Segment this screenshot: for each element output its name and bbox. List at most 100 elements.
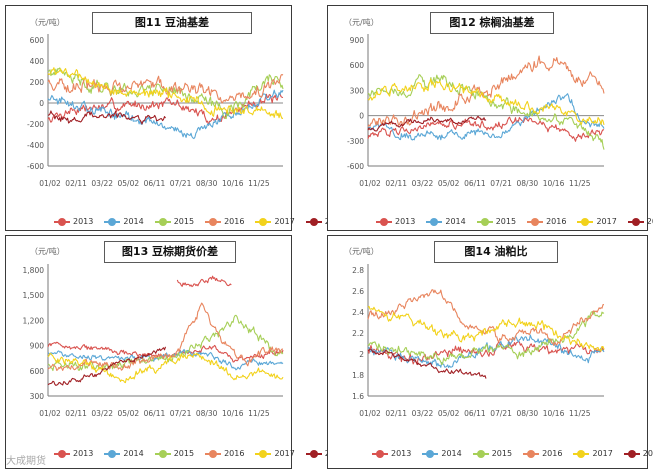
watermark: 大成期货 <box>6 456 46 467</box>
x-tick-label: 07/21 <box>170 179 192 188</box>
y-tick-label: 0 <box>359 112 364 121</box>
x-tick-label: 03/22 <box>91 409 113 418</box>
chart-legend: 2013 2014 2015 2016 2017 2018 <box>376 217 653 226</box>
x-tick-label: 02/11 <box>65 179 87 188</box>
legend-label: 2017 <box>274 449 295 458</box>
legend-label: 2016 <box>224 217 245 226</box>
legend-swatch <box>376 217 392 226</box>
y-tick-label: 1,800 <box>23 266 45 275</box>
y-tick-label: 0 <box>39 99 44 108</box>
series-line-2017 <box>47 67 284 119</box>
legend-swatch <box>54 449 70 458</box>
x-tick-label: 10/16 <box>222 409 244 418</box>
y-tick-label: 2.6 <box>352 287 364 296</box>
legend-item: 2016 <box>527 217 566 226</box>
legend-swatch <box>523 449 540 458</box>
legend-label: 2013 <box>391 449 412 458</box>
series-line-2016 <box>47 302 284 371</box>
x-tick-label: 05/02 <box>438 179 460 188</box>
legend-label: 2014 <box>441 449 462 458</box>
series-line-2015 <box>367 74 605 150</box>
legend-label: 2013 <box>73 449 94 458</box>
y-tick-label: 900 <box>30 342 45 351</box>
y-tick-label: 600 <box>30 367 45 376</box>
legend-swatch <box>154 449 171 458</box>
y-tick-label: 600 <box>350 61 365 70</box>
legend-item: 2013 <box>54 449 93 458</box>
x-tick-label: 08/30 <box>517 179 539 188</box>
legend-item: 2014 <box>426 217 466 226</box>
legend-item: 2016 <box>205 449 244 458</box>
x-tick-label: 03/22 <box>412 409 434 418</box>
y-tick-label: 2.4 <box>352 308 364 317</box>
x-tick-label: 05/02 <box>118 409 140 418</box>
x-tick-label: 11/25 <box>569 179 591 188</box>
series-line-2017 <box>367 305 605 352</box>
x-tick-label: 08/30 <box>517 409 539 418</box>
y-tick-label: 300 <box>350 86 365 95</box>
series-line-2016 <box>367 55 605 127</box>
legend-item: 2018 <box>627 217 653 226</box>
legend-label: 2018 <box>646 217 653 226</box>
x-tick-label: 10/16 <box>543 409 565 418</box>
chart-plot: 1.6 1.8 2 2.2 2.4 2.6 2.8 01/02 02/11 03/22 05/02 0… <box>352 264 605 418</box>
legend-item: 2013 <box>376 217 415 226</box>
legend-swatch <box>623 449 640 458</box>
series-line-2018 <box>47 346 167 386</box>
series-line-2014 <box>47 348 284 371</box>
legend-swatch <box>573 449 590 458</box>
series-line-2017 <box>47 352 284 384</box>
x-tick-label: 03/22 <box>91 179 113 188</box>
y-tick-label: 300 <box>30 392 45 401</box>
legend-item: 2013 <box>372 449 411 458</box>
chart-legend: 201320142015201620172018 <box>372 449 653 458</box>
legend-swatch <box>205 449 222 458</box>
legend-item: 2017 <box>255 217 295 226</box>
x-tick-label: 07/21 <box>490 179 512 188</box>
legend-label: 2013 <box>73 217 94 226</box>
legend-label: 2018 <box>642 449 653 458</box>
x-tick-label: 02/11 <box>385 179 407 188</box>
y-tick-label: -600 <box>347 162 364 171</box>
legend-swatch <box>627 217 644 226</box>
y-unit-label: （元/吨） <box>30 247 65 256</box>
legend-swatch <box>422 449 439 458</box>
y-tick-label: 1,500 <box>23 291 45 300</box>
legend-label: 2017 <box>592 449 613 458</box>
legend-item: 2017 <box>255 449 295 458</box>
x-tick-label: 07/21 <box>170 409 192 418</box>
legend-swatch <box>527 217 544 226</box>
chart-legend: 201320142015201620172018 <box>54 449 356 458</box>
y-tick-label: 600 <box>30 36 45 45</box>
legend-swatch <box>577 217 594 226</box>
x-tick-label: 11/25 <box>248 179 270 188</box>
legend-swatch <box>426 217 443 226</box>
y-unit-label: （元/吨） <box>30 18 65 27</box>
y-unit-label: （元/吨） <box>344 18 379 27</box>
y-tick-label: 1.8 <box>352 371 364 380</box>
chart-title: 图11 豆油基差 <box>92 12 252 34</box>
series-line-2014 <box>367 93 605 141</box>
legend-label: 2013 <box>395 217 416 226</box>
legend-item: 2015 <box>154 217 194 226</box>
legend-label: 2014 <box>445 217 466 226</box>
y-tick-label: 2 <box>359 350 364 359</box>
x-tick-label: 11/25 <box>569 409 591 418</box>
chart-title: 图12 棕榈油基差 <box>430 12 554 34</box>
x-tick-label: 08/30 <box>196 409 218 418</box>
series-line-2015 <box>47 314 284 372</box>
chart-panel-soybean-oil-basis: 图11 豆油基差 （元/吨） -600 -400 -200 0 200 400 600 01/… <box>5 5 345 231</box>
y-tick-label: 900 <box>350 36 365 45</box>
chart-panel-palm-oil-basis: 图12 棕榈油基差 （元/吨） -600 -300 0 300 600 900 01/02 0… <box>327 5 653 231</box>
legend-label: 2015 <box>491 449 513 458</box>
chart-plot: -600 -400 -200 0 200 400 600 01/02 02/11 03/22 05/… <box>27 34 284 188</box>
y-tick-label: 2.2 <box>352 329 364 338</box>
legend-label: 2015 <box>173 449 195 458</box>
x-tick-label: 07/21 <box>490 409 512 418</box>
x-tick-label: 01/02 <box>39 409 61 418</box>
legend-item: 2017 <box>577 217 617 226</box>
series-line-2018 <box>367 348 487 379</box>
legend-item: 2015 <box>476 217 516 226</box>
y-tick-label: 2.8 <box>352 266 364 275</box>
legend-swatch <box>476 217 493 226</box>
